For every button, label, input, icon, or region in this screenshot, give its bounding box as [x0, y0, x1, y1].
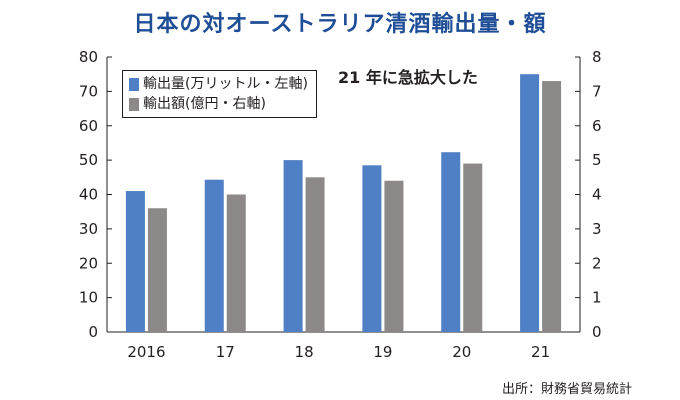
- x-tick-label: 20: [452, 343, 471, 361]
- y-right-tick-label: 1: [592, 289, 602, 307]
- y-left-tick-label: 20: [79, 254, 98, 272]
- bar-volume-21: [520, 74, 540, 332]
- y-left-tick-label: 80: [79, 48, 98, 66]
- y-left-tick-label: 50: [79, 151, 98, 169]
- y-left-tick-label: 0: [88, 323, 98, 341]
- bar-volume-2016: [125, 191, 145, 332]
- y-left-tick-label: 10: [79, 289, 98, 307]
- y-right-tick-label: 8: [592, 48, 602, 66]
- y-left-tick-label: 30: [79, 220, 98, 238]
- bar-volume-18: [283, 160, 303, 332]
- bar-volume-20: [441, 152, 461, 332]
- legend: 輸出量(万リットル・左軸) 輸出額(億円・右軸): [122, 70, 317, 118]
- bar-value-20: [463, 163, 483, 332]
- legend-swatch-volume: [129, 77, 139, 91]
- y-right-tick-label: 6: [592, 117, 602, 135]
- bar-value-18: [305, 177, 325, 332]
- y-right-tick-label: 0: [592, 323, 602, 341]
- legend-swatch-value: [129, 97, 139, 111]
- source-note: 出所：財務省貿易統計: [501, 382, 632, 397]
- legend-label-volume: 輸出量(万リットル・左軸): [143, 76, 308, 92]
- y-right-tick-label: 3: [592, 220, 602, 238]
- x-tick-label: 19: [373, 343, 392, 361]
- chart-title: 日本の対オーストラリア清酒輸出量・額: [133, 12, 547, 37]
- y-left-tick-label: 70: [79, 82, 98, 100]
- y-right-tick-label: 2: [592, 254, 602, 272]
- bar-value-17: [226, 194, 246, 332]
- x-tick-label: 17: [216, 343, 235, 361]
- x-tick-label: 21: [531, 343, 550, 361]
- y-left-tick-label: 40: [79, 186, 98, 204]
- bar-volume-19: [362, 165, 382, 332]
- y-left-tick-label: 60: [79, 117, 98, 135]
- y-right-tick-label: 7: [592, 82, 602, 100]
- y-right-tick-label: 4: [592, 186, 602, 204]
- bar-value-21: [542, 81, 562, 332]
- bar-value-19: [384, 180, 404, 332]
- bar-volume-17: [204, 179, 224, 332]
- legend-item-value: 輸出額(億円・右軸): [129, 94, 308, 114]
- x-tick-label: 2016: [127, 343, 165, 361]
- y-right-tick-label: 5: [592, 151, 602, 169]
- legend-item-volume: 輸出量(万リットル・左軸): [129, 74, 308, 94]
- legend-label-value: 輸出額(億円・右軸): [143, 96, 266, 112]
- chart-annotation: 21 年に急拡大した: [338, 68, 478, 87]
- x-tick-label: 18: [295, 343, 314, 361]
- bar-value-2016: [147, 208, 167, 332]
